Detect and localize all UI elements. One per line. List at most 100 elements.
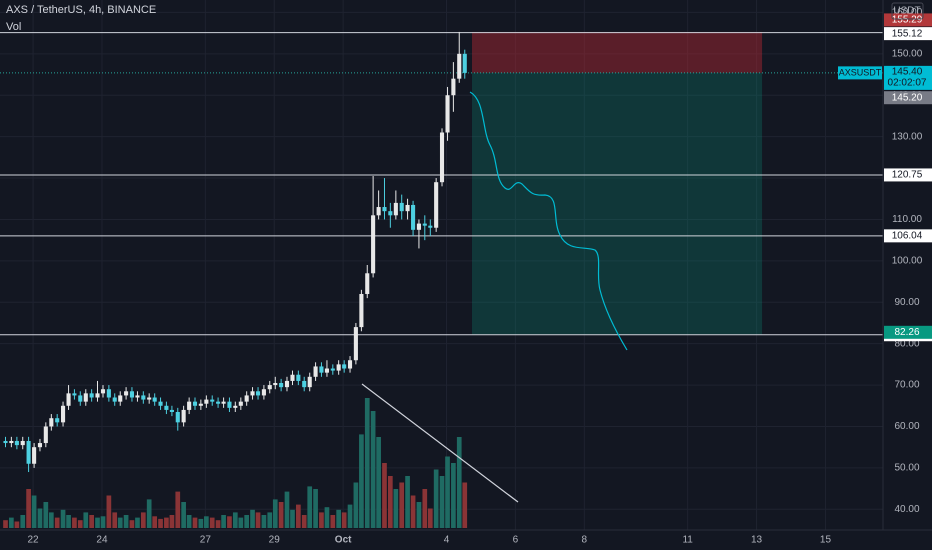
y-tick-label: 150.00 <box>892 48 923 59</box>
volume-bar <box>250 509 255 528</box>
candle-body <box>14 440 19 446</box>
candle-body <box>250 391 255 396</box>
candle-body <box>78 395 83 402</box>
candle-body <box>296 374 301 381</box>
volume-bar <box>83 512 89 528</box>
candle-body <box>175 411 180 423</box>
candle-body <box>141 395 146 400</box>
candle-body <box>244 395 249 402</box>
volume-label: Vol <box>6 21 21 33</box>
candle-body <box>307 376 312 388</box>
candle-body <box>439 132 445 183</box>
currency-box[interactable] <box>891 2 924 20</box>
candle-body <box>83 393 88 402</box>
volume-bar <box>14 521 20 528</box>
candle-body <box>302 380 307 388</box>
candle-body <box>43 426 48 444</box>
y-tick-label: 130.00 <box>892 131 923 142</box>
candle-body <box>118 395 123 402</box>
candle-body <box>9 440 14 444</box>
volume-bar <box>215 520 221 528</box>
volume-bar <box>9 517 14 528</box>
projection-path <box>469 91 628 351</box>
volume-bar <box>301 515 307 528</box>
x-tick-label: 6 <box>513 535 519 546</box>
candle-body <box>32 447 37 464</box>
y-tick-label: 110.00 <box>892 214 922 225</box>
volume-bar <box>72 517 77 528</box>
candle-body <box>129 391 135 398</box>
marker-price-label-box <box>884 91 932 105</box>
volume-bar <box>169 515 175 528</box>
candle-body <box>279 383 284 388</box>
volume-bar <box>204 516 209 528</box>
candle-body <box>20 440 25 446</box>
stop-zone <box>471 31 763 73</box>
volume-bar <box>175 491 181 528</box>
candle-body <box>336 364 341 371</box>
volume-bar <box>416 502 422 528</box>
candle-body <box>267 385 272 390</box>
candle-body <box>284 380 290 388</box>
volume-bar <box>100 516 106 528</box>
candle-body <box>238 401 243 406</box>
volume-bar <box>267 512 273 528</box>
candle-body <box>353 327 358 361</box>
x-tick-label: 27 <box>200 535 212 546</box>
candle-body <box>66 393 71 406</box>
x-tick-label: Oct <box>335 535 352 546</box>
volume-bar <box>60 509 66 528</box>
candle-body <box>313 366 318 377</box>
volume-bar <box>123 515 129 528</box>
candle-body <box>388 211 393 216</box>
volume-bar <box>192 517 198 528</box>
levels <box>0 32 883 336</box>
volume-bar <box>112 512 118 528</box>
candle-body <box>382 207 387 212</box>
stop-label-box <box>884 13 932 27</box>
candle-body <box>49 418 54 427</box>
volume-bar <box>462 482 468 528</box>
volume-bar <box>393 489 399 528</box>
candle-body <box>342 364 347 369</box>
candle-body <box>428 225 433 228</box>
candle-body <box>60 405 66 423</box>
candles <box>3 31 467 473</box>
x-tick-label: 29 <box>269 535 281 546</box>
volume-bar <box>106 495 112 528</box>
volume-bar <box>336 509 342 528</box>
volume-bar <box>439 476 445 528</box>
volume-bar <box>451 463 456 528</box>
volume-bar <box>244 515 250 528</box>
volume-bar <box>66 515 71 528</box>
volume-bar <box>232 512 238 528</box>
candle-body <box>158 401 163 406</box>
candle-body <box>405 204 410 212</box>
chart-title: AXS / TetherUS, 4h, BINANCE <box>6 4 156 16</box>
candle-body <box>422 223 427 226</box>
volume-bar <box>278 502 284 528</box>
currency[interactable]: USDT <box>893 6 920 17</box>
level-label: 106.04 <box>892 230 923 241</box>
symbol-label-box <box>838 66 882 80</box>
candle-body <box>198 403 203 406</box>
volume-bar <box>290 509 295 528</box>
candle-body <box>261 389 266 396</box>
candle-body <box>187 401 192 410</box>
candle-body <box>451 78 456 96</box>
volume-bar <box>399 482 405 528</box>
x-tick-label: 22 <box>28 535 40 546</box>
volume-bar <box>227 516 232 528</box>
candle-body <box>393 202 398 216</box>
y-tick-label: 80.00 <box>894 338 919 349</box>
candle-body <box>3 440 8 444</box>
volume-bar <box>313 489 318 528</box>
target-label: 82.26 <box>894 327 919 338</box>
candle-body <box>319 366 324 373</box>
candle-body <box>221 401 226 404</box>
candle-body <box>290 374 295 381</box>
candle-body <box>100 389 106 394</box>
y-tick-label: 70.00 <box>894 380 919 391</box>
